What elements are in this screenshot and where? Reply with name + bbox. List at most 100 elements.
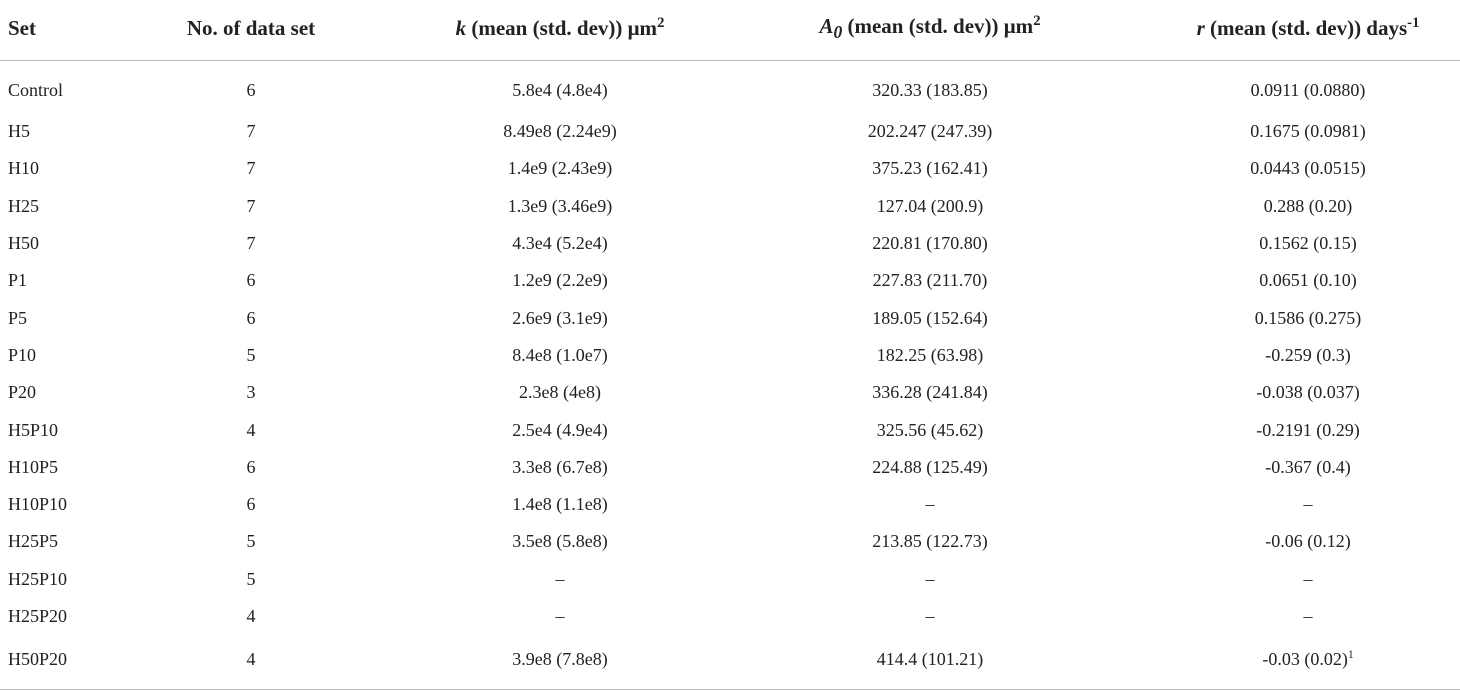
cell-text: H10 — [8, 158, 39, 179]
table-cell: 8.49e8 (2.24e9) — [352, 113, 768, 150]
cell-text: 2.5e4 (4.9e4) — [512, 419, 608, 440]
cell-text: 5 — [246, 568, 256, 589]
table-cell: 0.288 (0.20) — [1092, 188, 1460, 225]
cell-text: 7 — [246, 195, 256, 216]
table-cell: 7 — [150, 188, 352, 225]
cell-text: 336.28 (241.84) — [872, 382, 988, 403]
cell-text: 0.0443 (0.0515) — [1250, 158, 1366, 179]
cell-text: 182.25 (63.98) — [876, 344, 984, 365]
header-row: Set No. of data set k (mean (std. dev)) μm… — [0, 0, 1460, 61]
cell-text: 7 — [246, 158, 256, 179]
table-cell: 0.1586 (0.275) — [1092, 299, 1460, 336]
superscript: 2 — [1033, 12, 1041, 29]
cell-text: 375.23 (162.41) — [872, 158, 988, 179]
cell-text: Control — [8, 80, 64, 100]
cell-text: H25P5 — [8, 531, 59, 552]
table-row: H5 7 8.49e8 (2.24e9) 202.247 (247.39) 0.1675… — [0, 113, 1460, 150]
table-cell: – — [1092, 486, 1460, 523]
cell-text: H10P10 — [8, 494, 68, 515]
table-cell: H50 — [0, 225, 150, 262]
cell-text: 2.3e8 (4e8) — [519, 382, 601, 403]
table-cell: 1.4e9 (2.43e9) — [352, 150, 768, 187]
cell-text: 3.5e8 (5.8e8) — [512, 531, 608, 552]
table-row: P5 6 2.6e9 (3.1e9) 189.05 (152.64) 0.1586 (0… — [0, 299, 1460, 336]
cell-text: 1.2e9 (2.2e9) — [512, 270, 608, 291]
cell-text: 0.0651 (0.10) — [1259, 270, 1357, 291]
table-cell: H25P10 — [0, 561, 150, 598]
cell-text: -0.367 (0.4) — [1265, 456, 1351, 477]
column-header: r (mean (std. dev)) days-1 — [1092, 0, 1460, 61]
table-cell: 3 — [150, 374, 352, 411]
cell-text: H25P20 — [8, 606, 68, 626]
table-row: P10 5 8.4e8 (1.0e7) 182.25 (63.98) -0.259 (0… — [0, 337, 1460, 374]
cell-text: 325.56 (45.62) — [876, 419, 984, 440]
variable: r — [1196, 16, 1205, 40]
table-row: H10 7 1.4e9 (2.43e9) 375.23 (162.41) 0.0443 … — [0, 150, 1460, 187]
column-header: A0 (mean (std. dev)) μm2 — [768, 0, 1092, 61]
cell-text: 8.4e8 (1.0e7) — [512, 344, 608, 365]
cell-text: 0.288 (0.20) — [1263, 195, 1353, 216]
cell-text: 2.6e9 (3.1e9) — [512, 307, 608, 328]
table-cell: 2.3e8 (4e8) — [352, 374, 768, 411]
table-cell: 1.3e9 (3.46e9) — [352, 188, 768, 225]
cell-text: (mean (std. dev)) μm — [842, 13, 1034, 38]
cell-text: 5 — [246, 344, 256, 365]
table-cell: 5 — [150, 337, 352, 374]
cell-text: 4 — [246, 419, 256, 440]
cell-text: H25 — [8, 195, 39, 216]
table-cell: -0.2191 (0.29) — [1092, 411, 1460, 448]
table-cell: H5 — [0, 113, 150, 150]
superscript: -1 — [1407, 15, 1420, 31]
cell-text: -0.259 (0.3) — [1265, 344, 1351, 365]
table-cell: 4 — [150, 411, 352, 448]
cell-text: 1.3e9 (3.46e9) — [507, 195, 613, 216]
table-cell: 6 — [150, 449, 352, 486]
table-row: H50P20 4 3.9e8 (7.8e8) 414.4 (101.21) -0.03 … — [0, 635, 1460, 690]
cell-text: 5.8e4 (4.8e4) — [512, 80, 608, 100]
table-row: P1 6 1.2e9 (2.2e9) 227.83 (211.70) 0.0651 (0… — [0, 262, 1460, 299]
cell-text: – — [555, 606, 565, 626]
table-cell: H25 — [0, 188, 150, 225]
cell-text: -0.06 (0.12) — [1265, 531, 1351, 552]
table-row: H5P10 4 2.5e4 (4.9e4) 325.56 (45.62) -0.2191… — [0, 411, 1460, 448]
table-cell: 3.3e8 (6.7e8) — [352, 449, 768, 486]
table-cell: 320.33 (183.85) — [768, 61, 1092, 114]
cell-text: – — [1303, 494, 1313, 515]
table-cell: P10 — [0, 337, 150, 374]
cell-text: – — [555, 568, 565, 589]
table-row: H25P10 5 – – – — [0, 561, 1460, 598]
table-cell: -0.367 (0.4) — [1092, 449, 1460, 486]
cell-text: 6 — [246, 80, 256, 100]
table-cell: 7 — [150, 225, 352, 262]
table-cell: H25P5 — [0, 523, 150, 560]
column-header: k (mean (std. dev)) μm2 — [352, 0, 768, 61]
table-row: H25P20 4 – – – — [0, 598, 1460, 635]
cell-text: H5P10 — [8, 419, 59, 440]
table-cell: P5 — [0, 299, 150, 336]
table-cell: H25P20 — [0, 598, 150, 635]
cell-text: P20 — [8, 382, 37, 403]
cell-text: 1.4e8 (1.1e8) — [512, 494, 608, 515]
cell-text: – — [925, 606, 935, 626]
cell-text: No. of data set — [186, 15, 316, 40]
table-cell: 182.25 (63.98) — [768, 337, 1092, 374]
table-cell: 2.6e9 (3.1e9) — [352, 299, 768, 336]
cell-text: P10 — [8, 344, 37, 365]
table-body: Control 6 5.8e4 (4.8e4) 320.33 (183.85) 0.09… — [0, 61, 1460, 690]
table-cell: 189.05 (152.64) — [768, 299, 1092, 336]
table-cell: 1.4e8 (1.1e8) — [352, 486, 768, 523]
cell-text: 414.4 (101.21) — [876, 648, 984, 669]
cell-text: (mean (std. dev)) days — [1204, 16, 1408, 40]
table-cell: 2.5e4 (4.9e4) — [352, 411, 768, 448]
table-cell: 0.1675 (0.0981) — [1092, 113, 1460, 150]
variable: A — [819, 13, 834, 38]
cell-text: 8.49e8 (2.24e9) — [503, 121, 617, 142]
table-cell: H5P10 — [0, 411, 150, 448]
table-cell: 227.83 (211.70) — [768, 262, 1092, 299]
table-row: H25 7 1.3e9 (3.46e9) 127.04 (200.9) 0.288 (0… — [0, 188, 1460, 225]
table-cell: – — [352, 561, 768, 598]
table-cell: 6 — [150, 486, 352, 523]
table-cell: 127.04 (200.9) — [768, 188, 1092, 225]
table-cell: 0.0443 (0.0515) — [1092, 150, 1460, 187]
